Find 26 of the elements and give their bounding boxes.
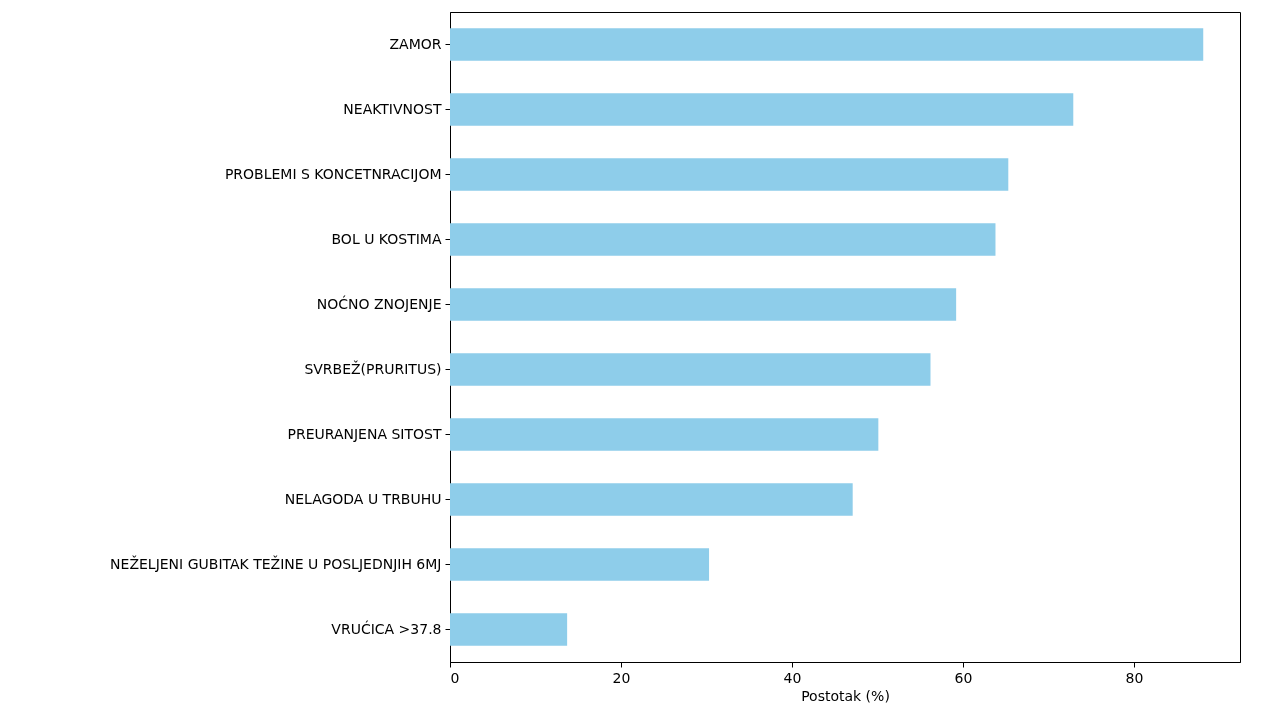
bar bbox=[450, 288, 957, 321]
bar bbox=[450, 613, 568, 646]
x-tick-label: 40 bbox=[783, 669, 802, 686]
bar bbox=[450, 158, 1009, 191]
y-tick-label: PREURANJENA SITOST bbox=[287, 425, 442, 442]
y-tick-label: NELAGODA U TRBUHU bbox=[284, 490, 442, 507]
x-tick-label: 80 bbox=[1125, 669, 1144, 686]
y-tick-label: BOL U KOSTIMA bbox=[331, 230, 442, 247]
bar bbox=[450, 353, 931, 386]
bar bbox=[450, 93, 1074, 126]
y-tick-label: NEŽELJENI GUBITAK TEŽINE U POSLJEDNJIH 6MJ bbox=[110, 554, 442, 572]
bar bbox=[450, 548, 710, 581]
bar bbox=[450, 483, 853, 516]
x-tick-label: 0 bbox=[450, 669, 460, 686]
y-tick-label: NOĆNO ZNOJENJE bbox=[316, 294, 442, 312]
x-tick-label: 20 bbox=[612, 669, 631, 686]
x-axis-title: Postotak (%) bbox=[801, 687, 890, 704]
y-tick-label: PROBLEMI S KONCETNRACIJOM bbox=[224, 165, 442, 182]
bar bbox=[450, 418, 879, 451]
bar bbox=[450, 223, 996, 256]
y-tick-label: VRUĆICA >37.8 bbox=[331, 619, 442, 637]
bar bbox=[450, 28, 1204, 61]
y-tick-label: SVRBEŽ(PRURITUS) bbox=[304, 359, 442, 377]
y-tick-label: ZAMOR bbox=[389, 35, 442, 52]
y-tick-label: NEAKTIVNOST bbox=[343, 100, 442, 117]
x-tick-label: 60 bbox=[954, 669, 973, 686]
